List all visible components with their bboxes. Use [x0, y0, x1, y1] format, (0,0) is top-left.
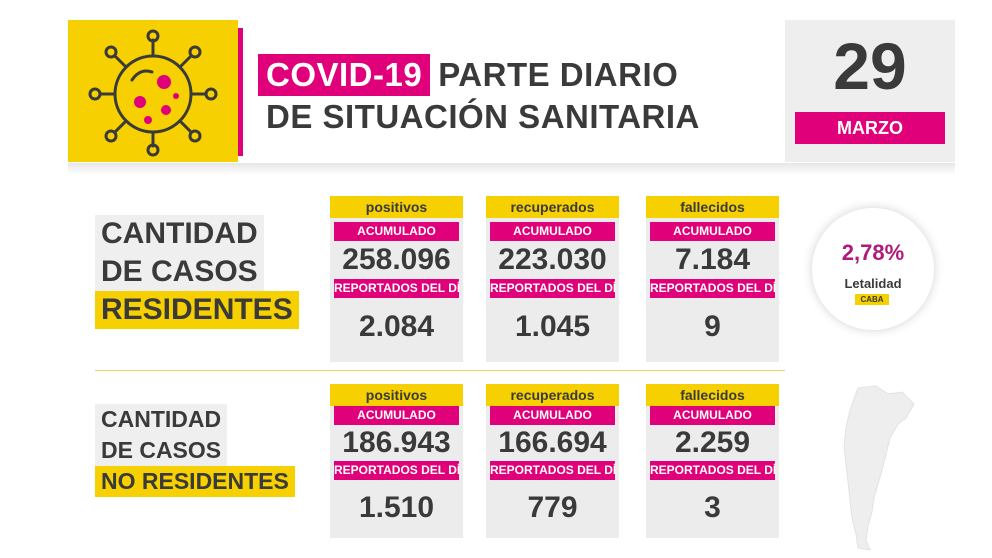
acumulado-value: 2.259	[674, 426, 751, 459]
date-month: MARZO	[795, 112, 945, 144]
card-head: recuperados	[486, 196, 619, 218]
acumulado-pill: ACUMULADO	[650, 222, 775, 241]
caba-tag: CABA	[855, 294, 889, 305]
card-head: recuperados	[486, 384, 619, 406]
title-text: PARTE DIARIO	[438, 56, 679, 93]
card-head: fallecidos	[646, 384, 779, 406]
acumulado-value: 166.694	[498, 426, 607, 459]
title-line-2: DE SITUACIÓN SANITARIA	[266, 98, 700, 135]
acumulado-value: 186.943	[342, 426, 451, 459]
label-line-2: DE CASOS	[95, 435, 228, 466]
no-residentes-label: CANTIDAD DE CASOS NO RESIDENTES	[95, 404, 295, 497]
label-line-3: RESIDENTES	[95, 291, 299, 329]
reportados-pill: REPORTADOS DEL DÍA	[334, 461, 459, 480]
residentes-label: CANTIDAD DE CASOS RESIDENTES	[95, 215, 299, 329]
section-divider	[95, 370, 785, 371]
reportados-value: 779	[527, 491, 578, 524]
label-line-2: DE CASOS	[95, 253, 264, 291]
reportados-pill: REPORTADOS DEL DÍA	[334, 279, 459, 298]
title-line-1: COVID-19 PARTE DIARIO	[258, 54, 678, 96]
argentina-map-icon	[843, 385, 915, 551]
acumulado-pill: ACUMULADO	[334, 222, 459, 241]
reportados-pill: REPORTADOS DEL DÍA	[650, 461, 775, 480]
acumulado-value: 258.096	[342, 243, 451, 276]
reportados-value: 9	[704, 310, 721, 343]
card-positivos-residentes: positivos ACUMULADO 258.096 REPORTADOS D…	[330, 196, 463, 362]
reportados-value: 1.510	[358, 491, 435, 524]
letalidad-circle	[812, 208, 934, 330]
acumulado-value: 7.184	[674, 243, 751, 276]
reportados-value: 3	[704, 491, 721, 524]
card-head: fallecidos	[646, 196, 779, 218]
reportados-pill: REPORTADOS DEL DÍA	[490, 461, 615, 480]
acumulado-pill: ACUMULADO	[490, 222, 615, 241]
card-fallecidos-no-residentes: fallecidos ACUMULADO 2.259 REPORTADOS DE…	[646, 384, 779, 538]
label-line-1: CANTIDAD	[95, 404, 228, 435]
header-shadow	[68, 163, 955, 175]
card-recuperados-residentes: recuperados ACUMULADO 223.030 REPORTADOS…	[486, 196, 619, 362]
card-head: positivos	[330, 196, 463, 218]
virus-icon	[88, 29, 218, 157]
card-positivos-no-residentes: positivos ACUMULADO 186.943 REPORTADOS D…	[330, 384, 463, 538]
reportados-pill: REPORTADOS DEL DÍA	[490, 279, 615, 298]
virus-logo-box	[68, 20, 238, 162]
reportados-value: 2.084	[358, 310, 435, 343]
covid-tag: COVID-19	[258, 54, 431, 96]
acumulado-pill: ACUMULADO	[650, 406, 775, 425]
label-line-1: CANTIDAD	[95, 215, 264, 253]
acumulado-pill: ACUMULADO	[490, 406, 615, 425]
letalidad-pct: 2,78%	[841, 240, 905, 265]
letalidad-label: Letalidad	[844, 276, 902, 291]
acumulado-value: 223.030	[498, 243, 607, 276]
label-line-3: NO RESIDENTES	[95, 466, 295, 497]
reportados-value: 1.045	[514, 310, 591, 343]
accent-bar	[238, 28, 243, 156]
card-recuperados-no-residentes: recuperados ACUMULADO 166.694 REPORTADOS…	[486, 384, 619, 538]
card-head: positivos	[330, 384, 463, 406]
acumulado-pill: ACUMULADO	[334, 406, 459, 425]
card-fallecidos-residentes: fallecidos ACUMULADO 7.184 REPORTADOS DE…	[646, 196, 779, 362]
date-day: 29	[833, 29, 907, 103]
reportados-pill: REPORTADOS DEL DÍA	[650, 279, 775, 298]
